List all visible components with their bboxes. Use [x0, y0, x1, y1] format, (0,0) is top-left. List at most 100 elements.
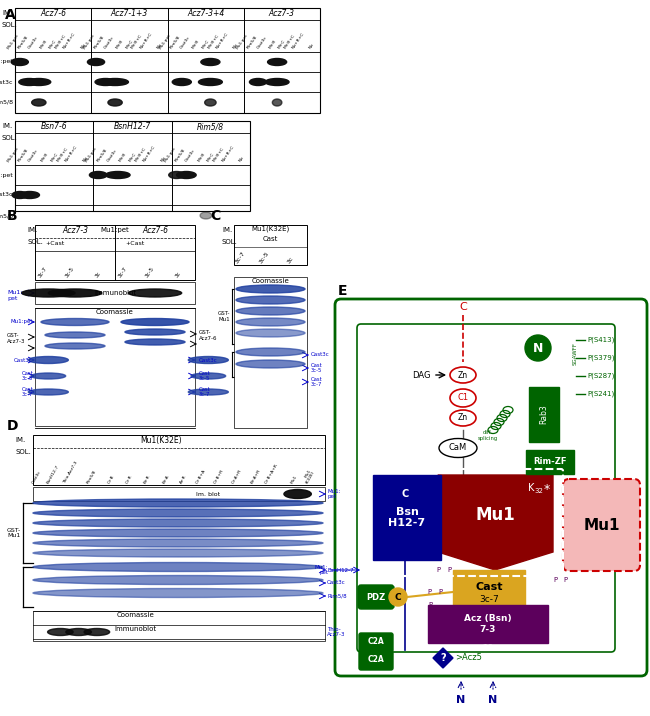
Text: Nb: Nb — [156, 43, 162, 50]
Text: C: C — [210, 209, 220, 223]
Text: 3c: 3c — [287, 256, 295, 265]
Text: B+A+R: B+A+R — [250, 469, 261, 485]
Bar — [234, 225, 307, 265]
Text: IM.: IM. — [27, 227, 37, 233]
Ellipse shape — [33, 499, 323, 507]
Text: K: K — [528, 483, 534, 493]
Ellipse shape — [265, 79, 289, 85]
Text: Rim5/8: Rim5/8 — [246, 35, 258, 50]
Text: Nb: Nb — [160, 156, 167, 163]
Text: Rim5/8: Rim5/8 — [17, 35, 29, 50]
Text: Rim5/8: Rim5/8 — [174, 148, 187, 163]
Text: P: P — [427, 589, 431, 595]
Circle shape — [394, 483, 416, 505]
Text: M+R: M+R — [192, 39, 201, 50]
Text: Acz7-1+3: Acz7-1+3 — [111, 9, 148, 18]
Ellipse shape — [121, 319, 189, 326]
Text: E: E — [338, 284, 348, 298]
Ellipse shape — [33, 589, 323, 597]
Ellipse shape — [236, 329, 305, 337]
Text: +Cast: +Cast — [46, 241, 64, 246]
Text: C+B+A: C+B+A — [195, 469, 207, 485]
Text: Acz7-6: Acz7-6 — [40, 9, 66, 18]
Ellipse shape — [84, 629, 110, 636]
Text: A+R: A+R — [180, 475, 188, 485]
Text: A: A — [5, 8, 16, 22]
Text: CaM: CaM — [449, 443, 467, 453]
Text: P: P — [447, 567, 451, 573]
Text: Cast
3c-7: Cast 3c-7 — [199, 387, 211, 397]
Text: Cast
3c-5: Cast 3c-5 — [21, 371, 33, 382]
Text: Mu1:
pet: Mu1: pet — [327, 488, 341, 499]
Text: 7-3: 7-3 — [483, 644, 493, 649]
Ellipse shape — [128, 289, 181, 297]
Text: BsnH12-7: BsnH12-7 — [327, 568, 354, 573]
Ellipse shape — [201, 59, 220, 65]
Text: Zn: Zn — [458, 370, 468, 379]
Text: Mu1:pet: Mu1:pet — [10, 319, 33, 324]
Text: Cast
3c-5: Cast 3c-5 — [311, 362, 323, 374]
Text: P(S241): P(S241) — [587, 391, 614, 397]
FancyBboxPatch shape — [359, 651, 393, 670]
Text: 3c-7: 3c-7 — [118, 266, 128, 279]
Text: Cast3c: Cast3c — [0, 193, 13, 198]
Text: Rab3: Rab3 — [540, 405, 549, 425]
Text: Mu1:
pet: Mu1: pet — [7, 290, 22, 301]
Bar — [33, 435, 325, 485]
Text: 3c-5: 3c-5 — [64, 266, 75, 279]
Ellipse shape — [33, 509, 323, 517]
Text: Nb: Nb — [82, 156, 88, 163]
Text: SOL.: SOL. — [27, 239, 43, 245]
Ellipse shape — [102, 79, 129, 85]
Text: GST-
Acz7-6: GST- Acz7-6 — [199, 330, 218, 341]
Bar — [428, 605, 548, 643]
Ellipse shape — [33, 563, 323, 571]
Bar — [526, 450, 574, 474]
Text: Bsn7-6: Bsn7-6 — [41, 122, 68, 131]
Text: Mu1
(K32E): Mu1 (K32E) — [301, 468, 316, 485]
Ellipse shape — [200, 212, 212, 219]
Text: C: C — [402, 489, 409, 499]
Text: M+C: M+C — [125, 39, 134, 50]
Text: Nb+R+C: Nb+R+C — [221, 145, 235, 163]
Ellipse shape — [12, 191, 28, 198]
Text: 3c: 3c — [94, 271, 101, 279]
Text: BsnH12-7: BsnH12-7 — [114, 122, 151, 131]
Text: Rim5/8: Rim5/8 — [0, 100, 13, 105]
Bar — [33, 611, 325, 641]
Text: 32: 32 — [534, 488, 543, 494]
Text: M+R: M+R — [118, 153, 127, 163]
Text: Cast3c: Cast3c — [179, 36, 191, 50]
Ellipse shape — [450, 410, 476, 426]
Ellipse shape — [236, 360, 305, 368]
Text: 3c-5: 3c-5 — [144, 266, 155, 279]
Text: ?: ? — [440, 653, 446, 663]
Text: diff.
splicing: diff. splicing — [478, 430, 498, 441]
Text: C2A: C2A — [368, 637, 384, 647]
Ellipse shape — [108, 99, 122, 106]
Text: Cast3c: Cast3c — [106, 149, 118, 163]
Text: C+R: C+R — [125, 475, 133, 485]
Text: Cast
3c-7: Cast 3c-7 — [21, 387, 33, 397]
Ellipse shape — [66, 629, 92, 636]
Ellipse shape — [188, 389, 228, 395]
Text: Rim5/8: Rim5/8 — [170, 35, 182, 50]
Text: Cast3c: Cast3c — [31, 470, 42, 485]
Text: C: C — [459, 302, 467, 312]
Ellipse shape — [31, 373, 66, 379]
Text: SOL.: SOL. — [2, 135, 18, 141]
Text: Cast3c: Cast3c — [0, 79, 13, 84]
Text: 7-4: 7-4 — [551, 609, 561, 614]
Bar — [35, 225, 195, 280]
Text: M+C: M+C — [278, 39, 287, 50]
Text: Cast3c: Cast3c — [256, 36, 268, 50]
Text: Nb+R+C: Nb+R+C — [64, 145, 79, 163]
Bar — [529, 387, 559, 442]
Ellipse shape — [236, 318, 305, 326]
Ellipse shape — [188, 357, 228, 364]
FancyBboxPatch shape — [359, 633, 393, 652]
Text: Nb+R+C: Nb+R+C — [142, 145, 157, 163]
Ellipse shape — [236, 307, 305, 315]
Ellipse shape — [90, 172, 107, 178]
Text: Rim5/8: Rim5/8 — [0, 213, 13, 218]
